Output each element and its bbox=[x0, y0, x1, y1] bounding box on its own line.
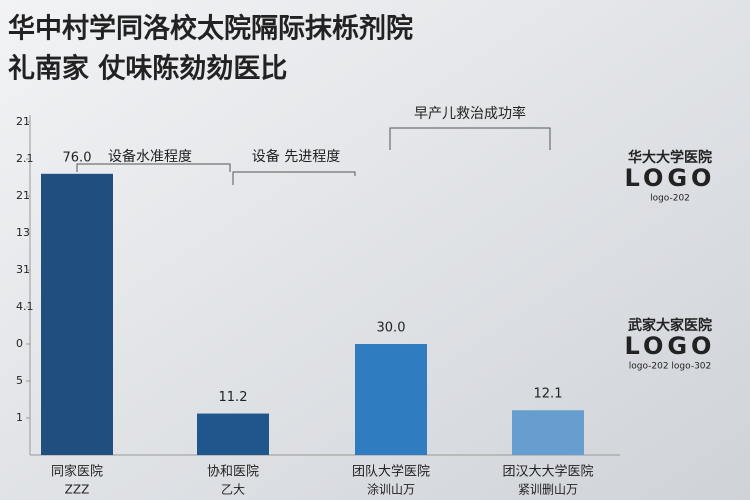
x-tick-label: 团汉大大学医院 bbox=[502, 464, 593, 480]
value-label: 12.1 bbox=[534, 387, 563, 402]
y-tick-label: 21 bbox=[16, 189, 30, 202]
bar bbox=[512, 410, 584, 455]
logo-caption: logo-202 bbox=[650, 194, 690, 204]
logo-caption: logo-202 logo-302 bbox=[629, 362, 712, 372]
value-label: 11.2 bbox=[219, 390, 248, 405]
logo-mark: LOGO bbox=[625, 164, 716, 192]
chart-subtitle: 礼南家 仗味陈劾劾医比 bbox=[8, 53, 287, 85]
bar bbox=[355, 344, 427, 455]
x-tick-label: 协和医院 bbox=[207, 465, 259, 480]
x-sublabel: 乙大 bbox=[221, 483, 245, 497]
y-tick-label: 4.1 bbox=[16, 300, 34, 313]
bracket bbox=[389, 127, 551, 150]
y-tick-label: 21 bbox=[16, 115, 30, 128]
y-tick-label: 5 bbox=[16, 374, 23, 387]
x-tick-label: 同家医院 bbox=[51, 464, 103, 480]
x-sublabel: 紧训删山万 bbox=[518, 483, 578, 497]
annotation: 早产儿救治成功率 bbox=[414, 105, 526, 122]
chart-title: 华中村学同洛校太院隔际抹栎剂院 bbox=[8, 13, 413, 45]
y-tick-label: 31 bbox=[16, 263, 30, 276]
x-sublabel: 涂训山万 bbox=[367, 482, 415, 497]
x-sublabel: ZZZ bbox=[65, 483, 90, 497]
bar bbox=[197, 413, 269, 455]
annotation: 设备水准程度 bbox=[108, 148, 192, 165]
y-tick-label: 0 bbox=[16, 337, 23, 350]
annotation: 设备 先进程度 bbox=[252, 148, 340, 165]
logo-name: 武家大家医院 bbox=[628, 317, 712, 334]
y-tick-label: 1 bbox=[16, 411, 23, 424]
bar bbox=[41, 173, 113, 456]
logo-name: 华大大学医院 bbox=[628, 149, 712, 166]
value-label: 30.0 bbox=[377, 321, 406, 336]
y-tick-label: 2.1 bbox=[16, 152, 34, 165]
y-tick-label: 13 bbox=[16, 226, 30, 239]
x-tick-label: 团队大学医院 bbox=[352, 464, 430, 480]
logo-mark: LOGO bbox=[625, 332, 716, 360]
value-label: 76.0 bbox=[63, 150, 92, 165]
bracket bbox=[76, 163, 231, 172]
bracket bbox=[232, 171, 356, 185]
